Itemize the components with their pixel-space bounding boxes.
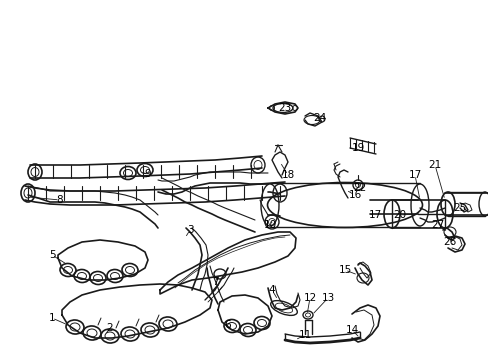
Text: 24: 24 — [313, 113, 326, 123]
Text: 18: 18 — [281, 170, 294, 180]
Text: 26: 26 — [443, 237, 456, 247]
Text: 11: 11 — [298, 330, 311, 340]
Text: 9: 9 — [144, 169, 151, 179]
Text: 10: 10 — [263, 220, 276, 230]
Text: 22: 22 — [353, 183, 366, 193]
Text: 5: 5 — [49, 250, 55, 260]
Text: 7: 7 — [211, 277, 218, 287]
Text: 17: 17 — [407, 170, 421, 180]
Text: 15: 15 — [338, 265, 351, 275]
Text: 19: 19 — [351, 143, 364, 153]
Text: 3: 3 — [186, 225, 193, 235]
Text: 8: 8 — [57, 195, 63, 205]
Text: 17: 17 — [367, 210, 381, 220]
Text: 23: 23 — [278, 103, 291, 113]
Text: 27: 27 — [430, 220, 444, 230]
Text: 16: 16 — [347, 190, 361, 200]
Text: 1: 1 — [49, 313, 55, 323]
Text: 14: 14 — [345, 325, 358, 335]
Text: 4: 4 — [268, 285, 275, 295]
Text: 20: 20 — [393, 210, 406, 220]
Text: 25: 25 — [452, 203, 466, 213]
Text: 6: 6 — [224, 320, 231, 330]
Text: 21: 21 — [427, 160, 441, 170]
Text: 12: 12 — [303, 293, 316, 303]
Text: 13: 13 — [321, 293, 334, 303]
Text: 2: 2 — [106, 323, 113, 333]
